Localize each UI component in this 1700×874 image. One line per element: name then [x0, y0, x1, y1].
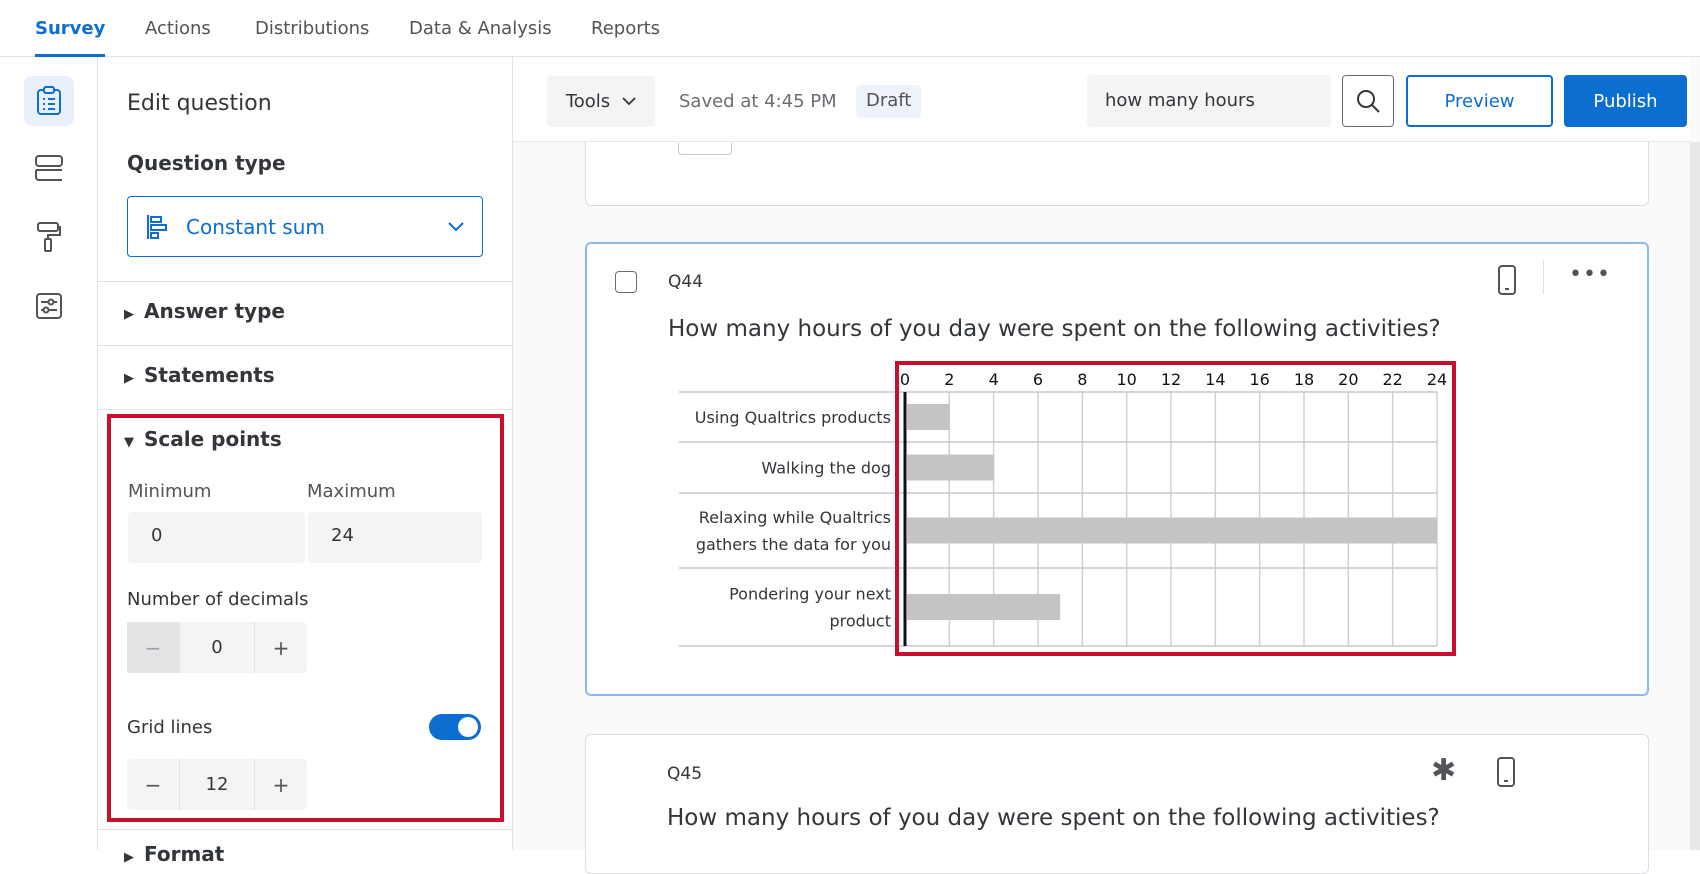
more-options-icon[interactable]: •••	[1569, 262, 1611, 287]
mobile-preview-icon[interactable]	[1498, 265, 1516, 295]
minimum-label: Minimum	[128, 481, 212, 502]
required-asterisk-icon[interactable]: ✱	[1431, 753, 1457, 788]
caret-down-icon: ▼	[124, 435, 134, 450]
icon-rail	[0, 57, 98, 850]
saved-status: Saved at 4:45 PM	[679, 91, 837, 112]
minus-icon[interactable]: −	[127, 622, 179, 673]
highlight-box	[107, 414, 504, 822]
maximum-input[interactable]: 24	[308, 512, 482, 563]
preview-button[interactable]: Preview	[1406, 75, 1553, 127]
decimals-label: Number of decimals	[127, 589, 309, 610]
tab-survey[interactable]: Survey	[35, 18, 106, 57]
constant-sum-icon	[147, 214, 167, 239]
grid-lines-label: Grid lines	[127, 717, 213, 738]
top-nav: Survey Actions Distributions Data & Anal…	[0, 0, 1700, 57]
question-type-dropdown[interactable]: Constant sum	[127, 196, 483, 257]
statements-section[interactable]: ▶ Statements	[124, 363, 275, 387]
survey-options-icon[interactable]	[24, 281, 74, 331]
plus-icon[interactable]: +	[272, 772, 290, 797]
scrollbar[interactable]	[1690, 142, 1700, 850]
question-type-label: Question type	[127, 151, 286, 175]
search-input[interactable]: how many hours	[1087, 75, 1331, 127]
caret-right-icon: ▶	[124, 850, 134, 865]
toolbar: Tools Saved at 4:45 PM Draft how many ho…	[513, 57, 1690, 142]
select-checkbox[interactable]	[615, 271, 637, 293]
answer-type-label: Answer type	[144, 299, 285, 323]
divider	[98, 409, 513, 410]
tab-data-analysis[interactable]: Data & Analysis	[409, 18, 552, 39]
plus-icon[interactable]: +	[272, 635, 290, 660]
caret-right-icon: ▶	[124, 307, 134, 322]
mobile-preview-icon[interactable]	[1497, 757, 1515, 787]
divider	[1543, 260, 1544, 294]
divider	[98, 829, 513, 830]
grid-lines-value[interactable]: 12	[179, 759, 255, 810]
maximum-label: Maximum	[307, 481, 396, 502]
question-card-q45[interactable]: Q45 ✱ How many hours of you day were spe…	[585, 734, 1649, 874]
decimals-value[interactable]: 0	[179, 622, 255, 673]
question-text: How many hours of you day were spent on …	[667, 805, 1440, 831]
question-card-q44[interactable]: Q44 ••• How many hours of you day were s…	[585, 242, 1649, 696]
answer-type-section[interactable]: ▶ Answer type	[124, 299, 285, 323]
tab-distributions[interactable]: Distributions	[255, 18, 370, 39]
format-label: Format	[144, 842, 225, 866]
input-box	[678, 143, 732, 155]
scale-points-section[interactable]: ▼ Scale points	[124, 427, 282, 451]
tab-reports[interactable]: Reports	[591, 18, 661, 39]
grid-lines-stepper[interactable]: − 12 +	[127, 759, 307, 810]
scale-points-label: Scale points	[144, 427, 282, 451]
edit-question-panel: Edit question Question type Constant sum…	[98, 57, 513, 866]
tools-label: Tools	[565, 91, 611, 112]
chevron-down-icon	[448, 221, 464, 231]
survey-flow-icon[interactable]	[24, 143, 74, 193]
grid-lines-toggle[interactable]	[429, 714, 481, 740]
publish-button[interactable]: Publish	[1564, 75, 1687, 127]
tab-actions[interactable]: Actions	[145, 18, 211, 39]
minus-icon[interactable]: −	[144, 772, 162, 797]
caret-right-icon: ▶	[124, 371, 134, 386]
question-id: Q45	[667, 764, 703, 784]
minimum-input[interactable]: 0	[128, 512, 305, 563]
format-section[interactable]: ▶ Format	[124, 842, 224, 866]
question-text: How many hours of you day were spent on …	[668, 316, 1441, 342]
panel-title: Edit question	[127, 91, 272, 116]
divider	[98, 281, 513, 282]
chart-highlight-box	[895, 361, 1456, 656]
divider	[98, 345, 513, 346]
statements-label: Statements	[144, 363, 275, 387]
chevron-down-icon	[622, 97, 636, 106]
search-button[interactable]	[1342, 75, 1394, 127]
search-icon	[1357, 90, 1380, 113]
decimals-stepper[interactable]: − 0 +	[127, 622, 307, 673]
paint-roller-icon[interactable]	[24, 212, 74, 262]
survey-clipboard-icon[interactable]	[24, 76, 74, 126]
draft-badge: Draft	[856, 85, 922, 118]
question-type-value: Constant sum	[186, 214, 325, 239]
question-id: Q44	[668, 272, 704, 292]
tools-button[interactable]: Tools	[547, 76, 655, 127]
